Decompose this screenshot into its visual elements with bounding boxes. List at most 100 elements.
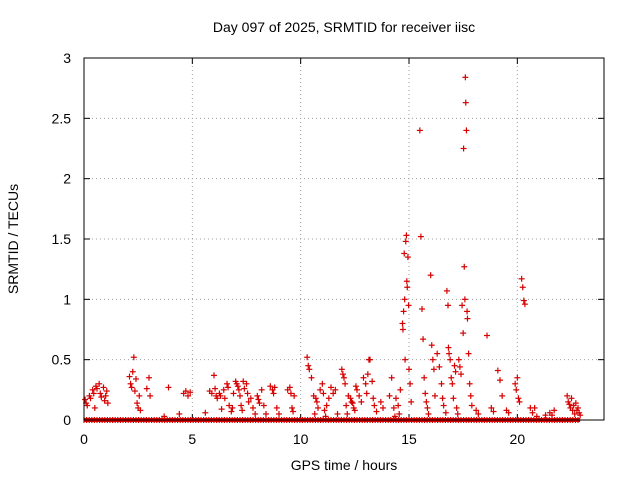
data-point [250,404,256,411]
data-point [400,308,407,315]
data-point [258,386,265,393]
data-point [317,386,324,393]
data-point [364,371,371,378]
data-point [430,366,437,373]
data-point [89,386,96,393]
data-point [566,401,573,408]
data-point [451,362,458,369]
data-point [542,412,549,419]
data-point [468,402,475,409]
data-point [235,386,242,393]
y-tick-label: 2.5 [52,110,72,126]
data-point [465,350,472,357]
data-point [323,402,330,409]
data-point [84,402,91,409]
data-point [101,397,108,404]
data-point [187,389,194,396]
data-point [308,374,315,381]
data-point [473,407,480,414]
data-point [347,395,354,402]
data-point [424,404,431,411]
data-point [402,238,409,245]
data-point [217,392,224,399]
data-point [529,409,536,416]
data-point [453,404,460,411]
data-point [313,398,320,405]
data-point [185,392,191,399]
data-point [134,400,141,407]
data-point [427,272,434,279]
data-point [443,287,450,294]
data-point [475,410,482,417]
data-point [518,275,525,282]
data-point [367,356,373,363]
data-point [416,127,423,134]
data-point [568,395,575,402]
data-point [237,392,243,399]
data-point [360,374,367,381]
data-point [407,380,414,387]
data-point [438,380,445,387]
data-point [208,390,215,397]
data-point [449,380,456,387]
data-point [349,400,356,407]
data-point [332,386,339,393]
data-point [176,410,183,417]
data-point [276,410,282,417]
data-point [220,386,227,393]
data-point [218,406,225,413]
data-point [404,254,411,261]
data-point [358,398,365,405]
data-point [305,362,312,369]
data-point [363,390,370,397]
data-point [551,407,558,414]
data-point [515,395,522,402]
data-point [436,363,443,370]
data-point [464,308,471,315]
data-point [516,398,523,405]
data-point [462,99,469,106]
y-tick-label: 1 [63,291,71,307]
data-point [131,388,138,395]
y-tick-label: 3 [63,50,71,66]
data-point [351,407,358,414]
data-point [338,366,345,373]
data-point [460,330,467,337]
data-point [182,388,189,395]
data-point [271,384,278,391]
data-point [467,392,474,399]
data-point [319,380,326,387]
data-point [497,377,503,384]
data-point [342,380,349,387]
plot-frame [83,57,605,421]
data-point [212,385,219,392]
data-point [321,407,328,414]
data-point [464,315,471,322]
data-point [371,402,378,409]
data-point [136,392,143,399]
data-point [408,398,415,405]
data-point [143,385,150,392]
data-point [512,380,519,387]
data-point [421,374,428,381]
data-point [229,404,236,411]
data-point [466,380,473,387]
data-point [322,413,329,420]
data-point [396,410,403,417]
data-point [459,302,466,309]
data-point [446,350,453,357]
data-point [458,371,464,378]
x-tick-label: 5 [188,431,196,447]
data-point [146,374,152,381]
data-point [448,374,455,381]
data-point [442,409,449,416]
data-points [82,74,584,423]
data-point [423,398,430,405]
data-point [252,410,259,417]
x-tick-label: 10 [293,431,309,447]
data-point [245,398,252,405]
data-point [452,368,459,375]
data-point [341,374,347,381]
data-point [484,332,490,339]
data-point [211,372,217,379]
